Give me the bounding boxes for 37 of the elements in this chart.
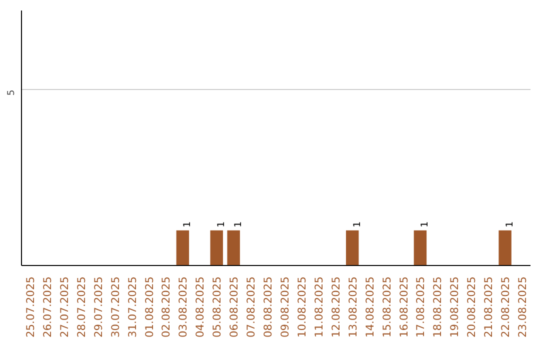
x-tick-label: 12.08.2025 bbox=[329, 276, 342, 338]
x-tick-label: 18.08.2025 bbox=[431, 276, 444, 338]
x-tick-label: 15.08.2025 bbox=[380, 276, 394, 338]
x-tick-label: 19.08.2025 bbox=[448, 276, 462, 338]
x-tick-label: 09.08.2025 bbox=[278, 276, 292, 338]
x-tick-label: 21.08.2025 bbox=[482, 276, 496, 338]
data-label: 1 bbox=[420, 221, 431, 228]
data-label: 1 bbox=[182, 221, 194, 228]
x-tick-label: 28.07.2025 bbox=[74, 276, 88, 338]
data-label: 1 bbox=[216, 221, 228, 228]
x-tick-label: 17.08.2025 bbox=[414, 276, 428, 338]
x-tick-label: 08.08.2025 bbox=[262, 276, 275, 338]
x-tick-label: 05.08.2025 bbox=[210, 276, 224, 338]
x-tick-label: 06.08.2025 bbox=[228, 276, 241, 338]
x-tick-label: 04.08.2025 bbox=[194, 276, 207, 338]
x-tick-label: 20.08.2025 bbox=[465, 276, 478, 338]
x-tick-label: 03.08.2025 bbox=[176, 276, 190, 338]
x-tick-label: 13.08.2025 bbox=[346, 276, 360, 338]
x-tick-label: 11.08.2025 bbox=[312, 276, 326, 338]
x-tick-label: 25.07.2025 bbox=[24, 276, 37, 338]
x-tick-label: 30.07.2025 bbox=[108, 276, 122, 338]
x-tick-label: 23.08.2025 bbox=[516, 276, 530, 338]
data-label: 1 bbox=[504, 221, 516, 228]
y-tick-label: 5 bbox=[6, 90, 17, 96]
data-label: 1 bbox=[233, 221, 244, 228]
x-tick-label: 16.08.2025 bbox=[397, 276, 410, 338]
x-tick-label: 07.08.2025 bbox=[244, 276, 258, 338]
x-tick-label: 14.08.2025 bbox=[363, 276, 376, 338]
data-label: 1 bbox=[352, 221, 363, 228]
x-tick-label: 02.08.2025 bbox=[160, 276, 173, 338]
x-tick-label: 26.07.2025 bbox=[40, 276, 54, 338]
x-tick-label: 22.08.2025 bbox=[499, 276, 512, 338]
x-tick-label: 10.08.2025 bbox=[295, 276, 308, 338]
x-tick-label: 01.08.2025 bbox=[142, 276, 156, 338]
x-tick-label: 27.07.2025 bbox=[58, 276, 71, 338]
x-tick-label: 29.07.2025 bbox=[92, 276, 105, 338]
x-tick-label: 31.07.2025 bbox=[126, 276, 139, 338]
